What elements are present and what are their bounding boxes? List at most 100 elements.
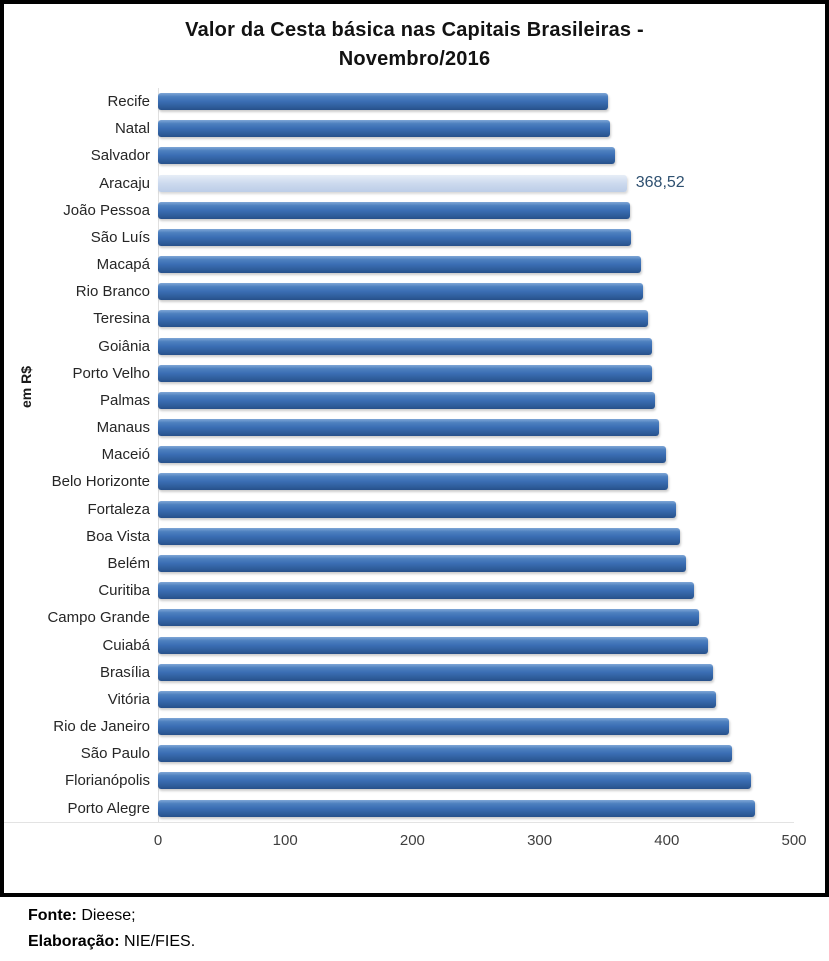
footer: Fonte: Dieese; Elaboração: NIE/FIES. (28, 903, 195, 955)
category-label: Brasília (99, 663, 150, 681)
bar-row: São Paulo (4, 740, 794, 767)
bar-track (158, 391, 794, 409)
category-label: São Luís (90, 228, 150, 246)
bar (158, 582, 694, 600)
bar-track (158, 799, 794, 817)
bar-track (158, 636, 794, 654)
x-tick-label: 200 (399, 832, 425, 849)
category-label: Manaus (96, 419, 150, 437)
bar-row: Maceió (4, 441, 794, 468)
footer-source-value: Dieese; (76, 907, 136, 924)
category-label: São Paulo (80, 745, 150, 763)
bar (158, 446, 666, 464)
bar-track (158, 527, 794, 545)
bar-row: Vitória (4, 686, 794, 713)
chart-title-line1: Valor da Cesta básica nas Capitais Brasi… (185, 19, 644, 41)
bar (158, 663, 713, 681)
category-label: Goiânia (98, 337, 150, 355)
bar (158, 147, 615, 165)
category-label: Palmas (99, 391, 150, 409)
bar-row: Natal (4, 115, 794, 142)
bar-track (158, 228, 794, 246)
bar-rows: Recife Natal Salvador Aracaju 368,52 João Pes… (4, 88, 794, 823)
bar-track (158, 310, 794, 328)
bar (158, 500, 676, 518)
category-label: Vitória (107, 690, 150, 708)
category-label: Salvador (90, 147, 150, 165)
category-label: João Pessoa (63, 201, 150, 219)
chart-container: Valor da Cesta básica nas Capitais Brasi… (0, 0, 829, 897)
bar-row: Teresina (4, 305, 794, 332)
category-label: Florianópolis (64, 772, 150, 790)
category-label: Rio de Janeiro (53, 718, 150, 736)
bar (158, 419, 660, 437)
bar-track: 368,52 (158, 174, 794, 192)
bar (158, 364, 652, 382)
category-label: Campo Grande (47, 609, 150, 627)
bar (158, 636, 708, 654)
bar-row: Campo Grande (4, 604, 794, 631)
bar-highlighted (158, 174, 627, 192)
bar-row: Cuiabá (4, 631, 794, 658)
x-tick-label: 500 (781, 832, 807, 849)
bar-track (158, 120, 794, 138)
bar-row: Porto Velho (4, 360, 794, 387)
category-label: Recife (107, 93, 150, 111)
bar (158, 772, 751, 790)
category-label: Aracaju (99, 174, 150, 192)
bar-row: Aracaju 368,52 (4, 170, 794, 197)
bar (158, 391, 656, 409)
footer-source-label: Fonte: (28, 907, 77, 924)
footer-elaboration-line: Elaboração: NIE/FIES. (28, 929, 195, 955)
x-tick-label: 100 (272, 832, 298, 849)
chart-title: Valor da Cesta básica nas Capitais Brasi… (95, 16, 735, 74)
bar-row: Rio de Janeiro (4, 713, 794, 740)
bar-track (158, 772, 794, 790)
bar-row: Manaus (4, 414, 794, 441)
bar-track (158, 690, 794, 708)
category-label: Teresina (93, 310, 150, 328)
bar-row: Palmas (4, 387, 794, 414)
bar-row: Belém (4, 550, 794, 577)
bar-row: Salvador (4, 142, 794, 169)
footer-elaboration-label: Elaboração: (28, 933, 120, 950)
bar-track (158, 283, 794, 301)
chart-title-line2: Novembro/2016 (338, 48, 491, 70)
bar (158, 609, 699, 627)
bar (158, 690, 717, 708)
bar-track (158, 446, 794, 464)
bar (158, 799, 755, 817)
bar-row: João Pessoa (4, 197, 794, 224)
bar-track (158, 364, 794, 382)
bar-track (158, 745, 794, 763)
x-tick-label: 0 (153, 832, 163, 849)
category-label: Porto Velho (72, 364, 150, 382)
category-label: Porto Alegre (67, 799, 150, 817)
category-label: Curitiba (98, 582, 150, 600)
bar (158, 120, 610, 138)
bar-row: Porto Alegre (4, 794, 794, 821)
bar-row: Goiânia (4, 333, 794, 360)
bar-track (158, 256, 794, 274)
bar-track (158, 419, 794, 437)
bar-row: Recife (4, 88, 794, 115)
x-tick-label: 300 (527, 832, 553, 849)
bar-track (158, 473, 794, 491)
category-label: Rio Branco (75, 283, 150, 301)
bar-row: São Luís (4, 224, 794, 251)
bar-track (158, 147, 794, 165)
bar (158, 337, 652, 355)
bar-track (158, 609, 794, 627)
bar-track (158, 718, 794, 736)
bar-track (158, 555, 794, 572)
x-axis: 0 100 200 300 400 500 (154, 828, 807, 850)
bar (158, 718, 730, 736)
bar-track (158, 582, 794, 600)
category-label: Natal (114, 120, 150, 138)
category-label: Belém (107, 555, 150, 572)
bar (158, 527, 680, 545)
bar-value-label: 368,52 (635, 174, 685, 192)
bar (158, 283, 643, 301)
bar-track (158, 500, 794, 518)
bar-track (158, 201, 794, 219)
